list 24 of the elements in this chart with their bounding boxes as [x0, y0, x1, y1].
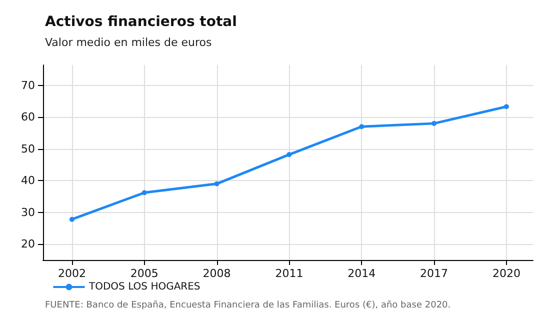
- point: [142, 190, 147, 196]
- point: [359, 124, 364, 130]
- source-note: FUENTE: Banco de España, Encuesta Financiera de las Familias. Euros (€), año base 2020.: [45, 300, 451, 310]
- x-tick-label: 2017: [420, 267, 448, 280]
- y-tick-label: 20: [21, 238, 35, 251]
- point: [432, 120, 437, 126]
- x-tick-label: 2014: [348, 267, 376, 280]
- y-tick-label: 40: [21, 174, 35, 188]
- chart-subtitle: Valor medio en miles de euros: [45, 36, 212, 49]
- x-tick-label: 2005: [130, 267, 158, 280]
- point: [69, 216, 74, 222]
- x-tick-label: 2008: [202, 267, 231, 280]
- y-tick-label: 30: [21, 206, 35, 219]
- y-tick-label: 70: [21, 78, 35, 92]
- y-tick-label: 60: [21, 110, 35, 124]
- legend-label: TODOS LOS HOGARES: [88, 282, 200, 292]
- x-tick-label: 2002: [58, 267, 86, 280]
- x-tick-label: 2020: [492, 267, 520, 280]
- chart-title: Activos financieros total: [45, 14, 237, 30]
- point: [286, 152, 292, 158]
- x-tick-label: 2011: [275, 267, 304, 280]
- y-tick-label: 50: [21, 142, 35, 156]
- point: [504, 104, 509, 110]
- point: [214, 181, 220, 186]
